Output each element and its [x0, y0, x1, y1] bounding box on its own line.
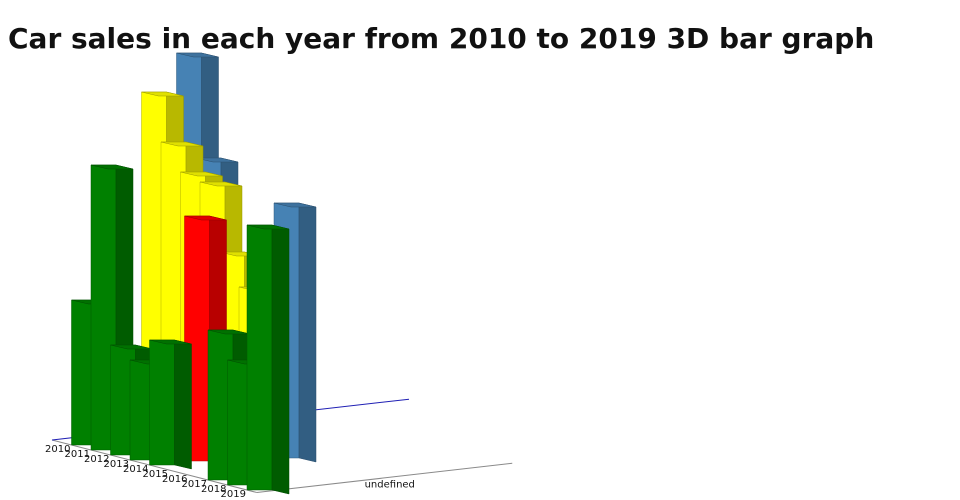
year-tick-label: 2012: [84, 454, 109, 465]
bar-group: [71, 52, 317, 495]
bar-top: [141, 91, 184, 97]
tick-labels: 2010201120122013201420152016201720182019…: [45, 444, 415, 500]
bar-side: [298, 202, 317, 463]
front-axis-line: [256, 462, 513, 493]
year-tick-label: 2019: [221, 489, 246, 500]
bar-top: [149, 339, 192, 345]
year-tick-label: 2011: [65, 449, 90, 460]
bar-top: [160, 141, 204, 147]
bar-top: [184, 215, 227, 221]
bar-top: [199, 181, 243, 187]
bar-top: [195, 157, 239, 163]
chart-title: Car sales in each year from 2010 to 2019…: [8, 22, 875, 55]
year-tick-label: 2015: [143, 469, 168, 480]
year-tick-label: 2016: [162, 474, 187, 485]
bar-top: [273, 202, 317, 208]
bar-side: [271, 224, 290, 495]
bar-front: [246, 224, 273, 491]
bar-front: [149, 339, 175, 466]
category-label: undefined: [365, 479, 415, 490]
bar-top: [180, 171, 223, 177]
bar-top: [176, 52, 219, 58]
year-tick-label: 2013: [104, 459, 129, 470]
year-tick-label: 2014: [123, 464, 148, 475]
year-tick-label: 2018: [201, 484, 226, 495]
year-tick-label: 2010: [45, 444, 70, 455]
bar-top: [90, 164, 134, 170]
bar-top: [246, 224, 290, 230]
year-tick-label: 2017: [182, 479, 207, 490]
bar-side: [174, 339, 192, 470]
year-axis-line: [51, 439, 257, 493]
